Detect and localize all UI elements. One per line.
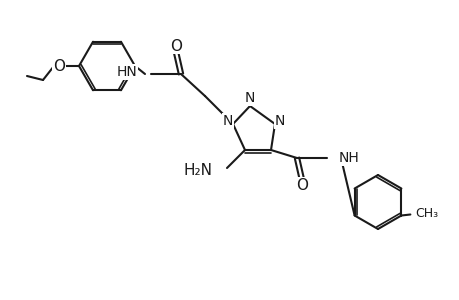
Text: O: O [295, 178, 308, 193]
Text: N: N [274, 114, 285, 128]
Text: O: O [170, 38, 182, 53]
Text: H₂N: H₂N [184, 163, 213, 178]
Text: NH: NH [338, 151, 359, 165]
Text: N: N [244, 91, 255, 105]
Text: N: N [222, 114, 233, 128]
Text: O: O [53, 58, 65, 74]
Text: HN: HN [116, 65, 137, 79]
Text: CH₃: CH₃ [414, 207, 437, 220]
